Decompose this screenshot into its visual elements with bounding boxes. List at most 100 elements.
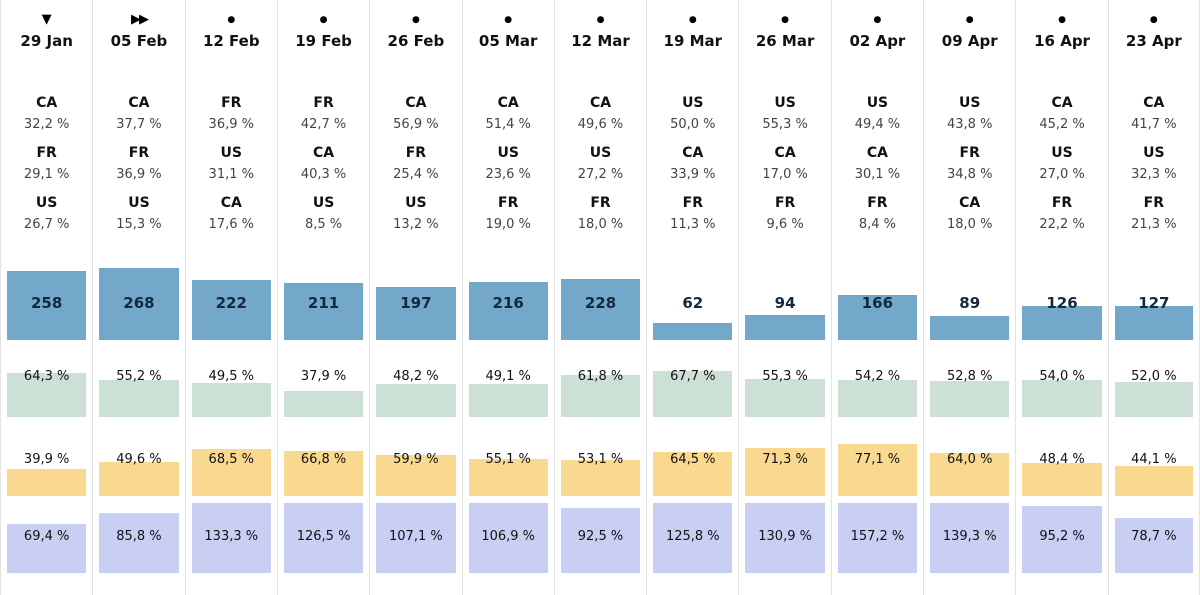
week-column: ● 23 Apr CA 41,7 % US 32,3 % FR 21,3 % 127 52… bbox=[1107, 0, 1200, 595]
yellow-percent-bar-label: 55,1 % bbox=[485, 452, 531, 467]
green-percent-bar-label: 55,3 % bbox=[762, 369, 808, 384]
purple-percent-bar bbox=[653, 503, 733, 573]
green-percent-bar-label: 52,0 % bbox=[1131, 369, 1177, 384]
count-bar bbox=[376, 287, 456, 340]
green-percent-bar-label: 49,1 % bbox=[485, 369, 531, 384]
purple-percent-bar-section: 95,2 % bbox=[1022, 502, 1102, 573]
country-percent: 30,1 % bbox=[854, 167, 901, 182]
week-date-label: 19 Mar bbox=[663, 32, 723, 50]
country-rank-item: US 27,0 % bbox=[1016, 142, 1107, 186]
count-bar-section: 127 bbox=[1114, 264, 1193, 340]
count-bar-label: 268 bbox=[123, 294, 155, 312]
country-percent: 9,6 % bbox=[766, 217, 804, 232]
yellow-percent-bar-label: 44,1 % bbox=[1131, 452, 1177, 467]
week-date-label: 12 Mar bbox=[571, 32, 630, 50]
week-date-label: 12 Feb bbox=[202, 32, 260, 50]
country-percent: 31,1 % bbox=[208, 167, 254, 182]
green-percent-bar bbox=[468, 383, 548, 417]
green-percent-bar-section: 48,2 % bbox=[376, 357, 456, 417]
count-bar-label: 216 bbox=[492, 294, 524, 312]
purple-percent-bar-section: 157,2 % bbox=[837, 502, 918, 573]
country-code: CA bbox=[220, 195, 242, 211]
yellow-percent-bar bbox=[7, 468, 87, 496]
country-rank-item: US 50,0 % bbox=[647, 92, 738, 136]
green-percent-bar bbox=[376, 384, 456, 417]
count-bar-label: 228 bbox=[584, 294, 617, 312]
country-percent: 18,0 % bbox=[577, 217, 624, 232]
count-bar-section: 228 bbox=[560, 264, 641, 340]
purple-percent-bar-section: 126,5 % bbox=[283, 502, 364, 573]
country-rank-item: US 55,3 % bbox=[739, 92, 830, 136]
yellow-percent-bar-label: 48,4 % bbox=[1039, 452, 1085, 467]
purple-percent-bar bbox=[1114, 517, 1193, 573]
country-code: US bbox=[405, 195, 427, 211]
green-percent-bar-section: 37,9 % bbox=[283, 357, 364, 417]
triangle-down-icon: ▼ bbox=[41, 12, 52, 27]
country-percent: 32,2 % bbox=[23, 117, 70, 132]
country-rank-item: US 27,2 % bbox=[555, 142, 646, 186]
country-percent: 37,7 % bbox=[116, 117, 162, 132]
country-percent: 42,7 % bbox=[300, 117, 347, 132]
dot-icon: ● bbox=[873, 15, 882, 25]
green-percent-bar-section: 67,7 % bbox=[653, 357, 733, 417]
count-bar-label: 126 bbox=[1046, 294, 1078, 312]
country-rank-item: FR 11,3 % bbox=[647, 192, 738, 236]
country-rank-item: US 49,4 % bbox=[832, 92, 923, 136]
yellow-percent-bar bbox=[99, 462, 179, 496]
country-code: US bbox=[128, 195, 150, 211]
country-percent: 49,4 % bbox=[854, 117, 901, 132]
dot-icon: ● bbox=[227, 15, 236, 25]
green-percent-bar bbox=[560, 375, 641, 417]
marker-row: ● bbox=[1016, 8, 1107, 28]
purple-percent-bar-section: 78,7 % bbox=[1114, 502, 1193, 573]
yellow-percent-bar bbox=[283, 450, 364, 496]
country-percent: 13,2 % bbox=[393, 217, 439, 232]
country-code: CA bbox=[959, 195, 981, 211]
country-rank-item: CA 56,9 % bbox=[370, 92, 461, 136]
purple-percent-bar bbox=[930, 503, 1010, 573]
yellow-percent-bar bbox=[653, 452, 733, 496]
country-rank-item: US 26,7 % bbox=[1, 192, 92, 236]
country-rank-item: FR 36,9 % bbox=[186, 92, 277, 136]
yellow-percent-bar-section: 55,1 % bbox=[468, 436, 548, 496]
country-ranking-list: CA 37,7 % FR 36,9 % US 15,3 % bbox=[93, 92, 184, 242]
country-percent: 43,8 % bbox=[947, 117, 993, 132]
country-percent: 15,3 % bbox=[116, 217, 162, 232]
count-bar-section: 197 bbox=[376, 264, 456, 340]
country-code: CA bbox=[1143, 95, 1165, 111]
country-rank-item: FR 9,6 % bbox=[739, 192, 830, 236]
country-code: US bbox=[589, 145, 612, 161]
country-percent: 32,3 % bbox=[1131, 167, 1177, 182]
purple-percent-bar-section: 69,4 % bbox=[7, 502, 87, 573]
dot-icon: ● bbox=[688, 15, 697, 25]
country-percent: 27,2 % bbox=[577, 167, 624, 182]
purple-percent-bar bbox=[745, 503, 825, 573]
country-rank-item: CA 51,4 % bbox=[463, 92, 554, 136]
purple-percent-bar bbox=[1022, 506, 1102, 573]
yellow-percent-bar-label: 71,3 % bbox=[762, 452, 808, 467]
country-percent: 45,2 % bbox=[1039, 117, 1085, 132]
country-percent: 56,9 % bbox=[393, 117, 439, 132]
yellow-percent-bar-section: 71,3 % bbox=[745, 436, 825, 496]
yellow-percent-bar-section: 53,1 % bbox=[560, 436, 641, 496]
country-percent: 27,0 % bbox=[1039, 167, 1085, 182]
country-code: CA bbox=[774, 145, 796, 161]
country-code: US bbox=[497, 145, 519, 161]
country-code: CA bbox=[405, 95, 427, 111]
purple-percent-bar-label: 130,9 % bbox=[758, 529, 812, 544]
green-percent-bar bbox=[1022, 380, 1102, 417]
country-code: CA bbox=[866, 145, 888, 161]
country-rank-item: FR 8,4 % bbox=[832, 192, 923, 236]
purple-percent-bar bbox=[191, 503, 271, 573]
green-percent-bar-section: 52,8 % bbox=[930, 357, 1010, 417]
green-percent-bar bbox=[837, 380, 918, 417]
country-rank-item: FR 19,0 % bbox=[463, 192, 554, 236]
count-bar-section: 258 bbox=[7, 264, 87, 340]
count-bar-label: 166 bbox=[861, 294, 894, 312]
yellow-percent-bar bbox=[930, 452, 1010, 496]
week-date-label: 16 Apr bbox=[1034, 32, 1090, 50]
count-bar-label: 89 bbox=[959, 294, 981, 312]
week-column: ● 05 Mar CA 51,4 % US 23,6 % FR 19,0 % 216 49… bbox=[461, 0, 554, 595]
purple-percent-bar-label: 85,8 % bbox=[116, 529, 162, 544]
country-code: FR bbox=[682, 195, 703, 211]
